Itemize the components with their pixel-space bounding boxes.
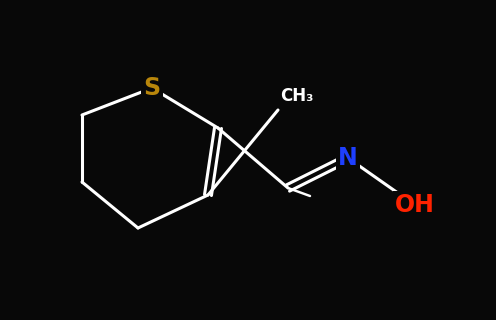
Text: CH₃: CH₃ [280,87,313,105]
Text: OH: OH [395,193,435,217]
Text: S: S [143,76,161,100]
Text: N: N [338,146,358,170]
